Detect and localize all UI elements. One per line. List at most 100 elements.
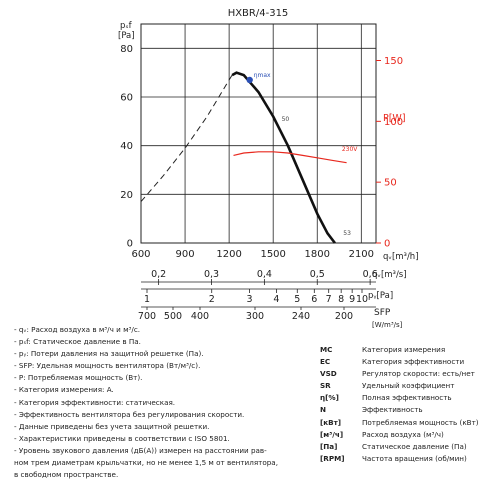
legend-key: [RPM] [320,453,345,463]
scale-sfp-label: SFP [374,308,391,318]
legend-key: EC [320,357,331,367]
legend-row: [м³/ч] Расход воздуха (м³/ч) [320,429,479,441]
scale-m3s-label: qᵥ[m³/s] [372,270,407,280]
scale-tick-label: 1 [144,294,150,305]
legend-key: N [320,405,327,415]
scale-tick-label: 9 [349,294,355,305]
legend-row: [кВт] Потребляемая мощность (кВт) [320,417,479,429]
scale-sfp-unit: [W/m³/s] [372,321,403,329]
chart-title: HXBR/4-315 [228,8,289,19]
annotation-label: 50 [282,116,290,123]
left-tick-label: 80 [120,44,133,55]
scale-tick-label: 200 [335,311,353,322]
note-line: - Эффективность вентилятора без регулиро… [14,409,245,419]
right-axis-label: P[W] [383,113,406,124]
scale-tick-label: 0,4 [257,269,272,280]
left-tick-label: 0 [127,239,133,250]
scale-tick-label: 6 [311,294,317,305]
chart-annotations: ηmax 50 230V 53 [254,72,359,237]
right-tick-label: 50 [384,178,397,189]
chart-grid [140,23,377,244]
note-line: в свободном пространстве. [14,470,119,480]
scale-tick-label: 0,2 [151,269,166,280]
left-tick-label: 20 [120,190,133,201]
left-axis-label: pₛf [120,21,133,31]
scale-tick-label: 500 [164,311,182,322]
left-axis-unit: [Pa] [118,31,135,41]
scale-tick-label: 8 [338,294,344,305]
scale-pg-label: pᵧ[Pa] [368,291,393,301]
legend-key: [кВт] [320,417,342,427]
legend-value: Удельный коэффициент [362,381,455,391]
left-axis-ticks: 0 20 40 60 80 [120,44,133,250]
annotation-label: ηmax [254,72,271,79]
legend-value: Расход воздуха (м³/ч) [362,429,444,439]
x-tick-label: 900 [176,249,195,260]
legend-row: MC Категория измерения [320,344,479,356]
legend-key: [м³/ч] [320,429,344,439]
note-line: - Уровень звукового давления (дБ(А)) изм… [14,445,267,455]
legend-key: [Па] [320,441,338,451]
note-line: ном трем диаметрам крыльчатки, но не мен… [14,458,278,468]
left-tick-label: 60 [120,93,133,104]
legend-row: EC Категория эффективности [320,356,479,368]
note-line: - pᵧ: Потери давления на защитной решетк… [14,349,204,359]
scale-tick-label: 3 [247,294,253,305]
scale-pg: 1 2 3 4 5 6 7 8 9 10 [141,288,376,305]
plot-frame [140,23,377,244]
annotation-label: 230V [342,146,358,153]
legend-key: VSD [320,369,337,379]
scale-tick-label: 0,5 [310,269,325,280]
scale-tick-label: 10 [356,294,368,305]
note-line: - Характеристики приведены в соответстви… [14,433,230,443]
scale-tick-label: 2 [209,294,215,305]
legend-key: SR [320,381,331,391]
eta-max-point [246,76,253,84]
left-tick-label: 40 [120,141,133,152]
scale-tick-label: 4 [273,294,279,305]
x-tick-label: 1200 [216,249,241,260]
legend-value: Частота вращения (об/мин) [362,453,467,463]
right-tick-label: 100 [384,117,403,128]
fan-performance-chart: HXBR/4-315 pₛf [Pa] P[W] qᵥ[m³/h] 020406… [118,8,419,329]
note-line: - pₛf: Статическое давление в Па. [14,337,141,347]
x-tick-label: 1500 [260,249,285,260]
legend-value: Регулятор скорости: есть/нет [362,369,475,379]
x-tick-label: 1800 [305,249,330,260]
scale-sfp: 700 500 400 300 240 200 [138,306,376,322]
curve-pressure-dashed [140,74,233,202]
right-tick-label: 0 [384,239,390,250]
legend-key: MC [320,345,333,354]
scale-tick-label: 0,3 [204,269,219,280]
note-line: - SFP: Удельная мощность вентилятора (Вт… [14,361,201,371]
note-line: - qᵥ: Расход воздуха в м³/ч и м³/с. [14,325,141,334]
scale-tick-label: 5 [294,294,300,305]
right-tick-label: 150 [384,56,403,67]
scale-tick-label: 700 [138,311,156,322]
annotation-label: 53 [343,230,351,237]
curve-pressure-solid [231,71,336,244]
legend-value: Категория измерения [362,345,446,354]
scale-tick-label: 400 [191,311,209,322]
legend-key: η[%] [320,393,339,403]
x-tick-label: 600 [131,249,150,260]
scale-tick-label: 300 [246,311,264,322]
note-line: - Категория эффективности: статическая. [14,397,176,407]
scale-tick-label: 240 [292,311,310,322]
x-axis-label: qᵥ[m³/h] [383,252,419,262]
note-line: - Данные приведены без учета защитной ре… [14,421,210,431]
legend-value: Категория эффективности [362,357,465,367]
legend-row: η[%] Полная эффективность [320,392,479,404]
note-line: - P: Потребляемая мощность (Вт). [14,373,143,383]
right-axis-ticks: 0 50 100 150 [376,56,403,250]
x-tick-label: 2100 [349,249,374,260]
legend-value: Эффективность [362,405,423,415]
curve-power [233,151,347,164]
scale-m3s: 0,2 0,3 0,4 0,5 0,6 [141,269,378,285]
legend-row: [RPM] Частота вращения (об/мин) [320,453,479,465]
x-axis-ticks: 600 900 1200 1500 1800 2100 [131,249,374,260]
legend-row: [Па] Статическое давление (Па) [320,441,479,453]
abbreviation-legend: MC Категория измерения EC Категория эффекти… [320,344,479,465]
legend-row: SR Удельный коэффициент [320,380,479,392]
scale-tick-label: 7 [326,294,332,305]
